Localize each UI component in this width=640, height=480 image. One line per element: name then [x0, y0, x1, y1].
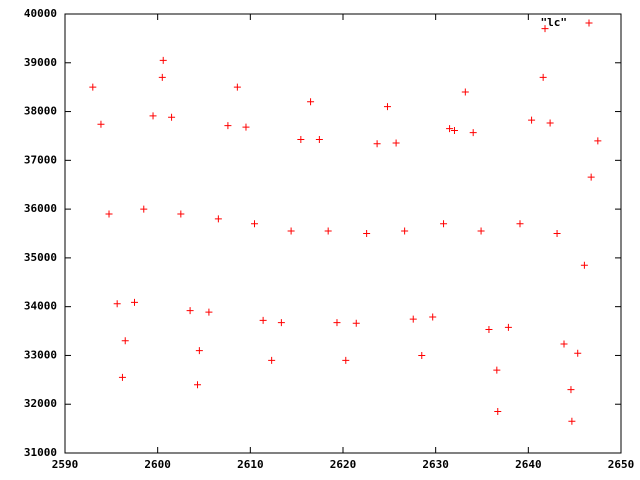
point — [113, 300, 121, 308]
point — [315, 136, 323, 144]
point — [546, 119, 554, 127]
point — [363, 230, 371, 237]
point — [446, 125, 454, 133]
x-tick-label: 2640 — [515, 458, 542, 471]
legend-label: "lc" — [541, 16, 568, 29]
point — [450, 126, 458, 134]
point — [268, 356, 276, 364]
point — [580, 261, 588, 269]
point — [440, 220, 448, 228]
point — [392, 139, 400, 147]
point — [567, 386, 575, 394]
point — [186, 307, 194, 315]
point — [205, 308, 213, 316]
point — [409, 315, 417, 323]
y-tick-label: 31000 — [24, 446, 57, 459]
point — [324, 227, 332, 235]
point — [477, 227, 485, 235]
point — [177, 210, 185, 218]
point — [418, 351, 426, 359]
point — [568, 417, 576, 425]
point — [333, 319, 341, 327]
x-tick-label: 2590 — [52, 458, 79, 471]
point — [158, 73, 166, 81]
point — [342, 356, 350, 364]
point — [277, 319, 285, 327]
y-tick-label: 34000 — [24, 300, 57, 313]
point — [401, 227, 409, 235]
point — [494, 408, 502, 416]
point — [259, 316, 267, 324]
point — [287, 227, 295, 235]
point — [493, 366, 501, 374]
y-tick-label: 32000 — [24, 397, 57, 410]
point — [373, 140, 381, 148]
point — [242, 123, 250, 131]
point — [194, 381, 202, 389]
y-tick-label: 35000 — [24, 251, 57, 264]
point — [541, 25, 549, 33]
point — [574, 349, 582, 357]
point — [429, 313, 437, 321]
y-tick-label: 40000 — [24, 7, 57, 20]
point — [307, 98, 315, 106]
x-tick-label: 2600 — [144, 458, 171, 471]
point — [461, 88, 469, 96]
point — [485, 325, 493, 333]
point — [224, 122, 232, 130]
legend-marker — [585, 19, 593, 27]
plot-border — [64, 13, 622, 454]
point — [214, 215, 222, 223]
point — [195, 347, 203, 355]
y-tick-label: 38000 — [24, 105, 57, 118]
point — [118, 373, 126, 381]
point — [553, 230, 561, 237]
point — [140, 205, 148, 213]
x-tick-label: 2650 — [608, 458, 635, 471]
y-tick-label: 39000 — [24, 56, 57, 69]
x-tick-label: 2620 — [330, 458, 357, 471]
point — [516, 220, 524, 228]
point — [168, 113, 176, 121]
x-tick-label: 2610 — [237, 458, 264, 471]
point — [159, 56, 167, 64]
point — [383, 103, 391, 111]
point — [504, 323, 512, 331]
point — [469, 129, 477, 137]
point — [149, 112, 157, 120]
point — [352, 319, 360, 327]
point — [251, 220, 259, 228]
y-tick-label: 33000 — [24, 348, 57, 361]
x-tick-label: 2630 — [422, 458, 449, 471]
point — [539, 73, 547, 81]
point — [560, 340, 568, 348]
point — [233, 83, 241, 91]
y-tick-label: 37000 — [24, 153, 57, 166]
point — [105, 210, 113, 218]
point — [297, 136, 305, 144]
point — [131, 298, 138, 306]
y-tick-label: 36000 — [24, 202, 57, 215]
point — [528, 116, 536, 124]
point — [97, 120, 105, 128]
point — [587, 173, 595, 181]
point — [89, 83, 97, 91]
point — [121, 337, 129, 345]
point — [594, 137, 602, 145]
